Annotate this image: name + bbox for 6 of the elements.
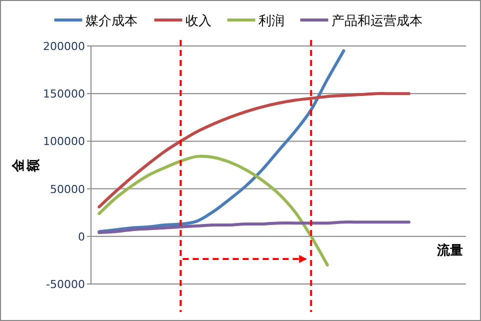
legend-label: 利润: [258, 14, 284, 29]
ylabel: 金额: [12, 159, 42, 172]
legend-label: 收入: [185, 14, 212, 29]
xlabel: 流量: [437, 243, 463, 258]
legend-label: 媒介成本: [85, 14, 138, 29]
legend-label: 产品和运营成本: [331, 14, 422, 29]
